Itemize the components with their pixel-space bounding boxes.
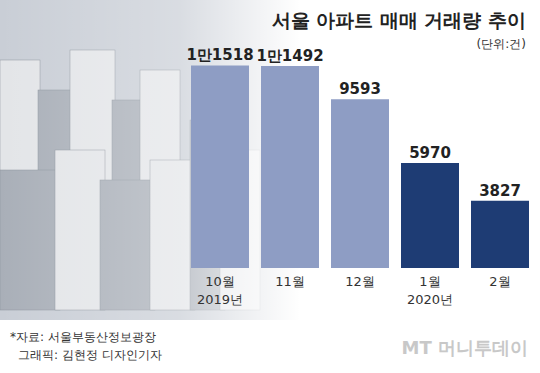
svg-text:10월: 10월: [205, 274, 235, 289]
html-text:그래픽: 김현정 디자인기자: 그래픽: 김현정 디자인기자: [18, 348, 162, 362]
svg-text:12월: 12월: [345, 274, 375, 289]
svg-text:9593: 9593: [339, 80, 381, 98]
svg-text:1만1492: 1만1492: [256, 47, 323, 65]
html-text:MT 머니투데이: MT 머니투데이: [401, 337, 528, 358]
html-text:(단위:건): (단위:건): [476, 37, 526, 51]
svg-text:3827: 3827: [479, 182, 521, 200]
html-text:*자료: 서울부동산정보광장: *자료: 서울부동산정보광장: [10, 330, 156, 344]
html-text:서울 아파트 매매 거래량 추이: 서울 아파트 매매 거래량 추이: [271, 9, 526, 31]
svg-text:2020년: 2020년: [407, 292, 453, 307]
svg-text:5970: 5970: [409, 144, 451, 162]
svg-text:11월: 11월: [275, 274, 305, 289]
svg-text:2019년: 2019년: [197, 292, 243, 307]
svg-text:1월: 1월: [419, 274, 440, 289]
svg-text:2월: 2월: [489, 274, 510, 289]
svg-text:1만1518: 1만1518: [186, 46, 253, 64]
